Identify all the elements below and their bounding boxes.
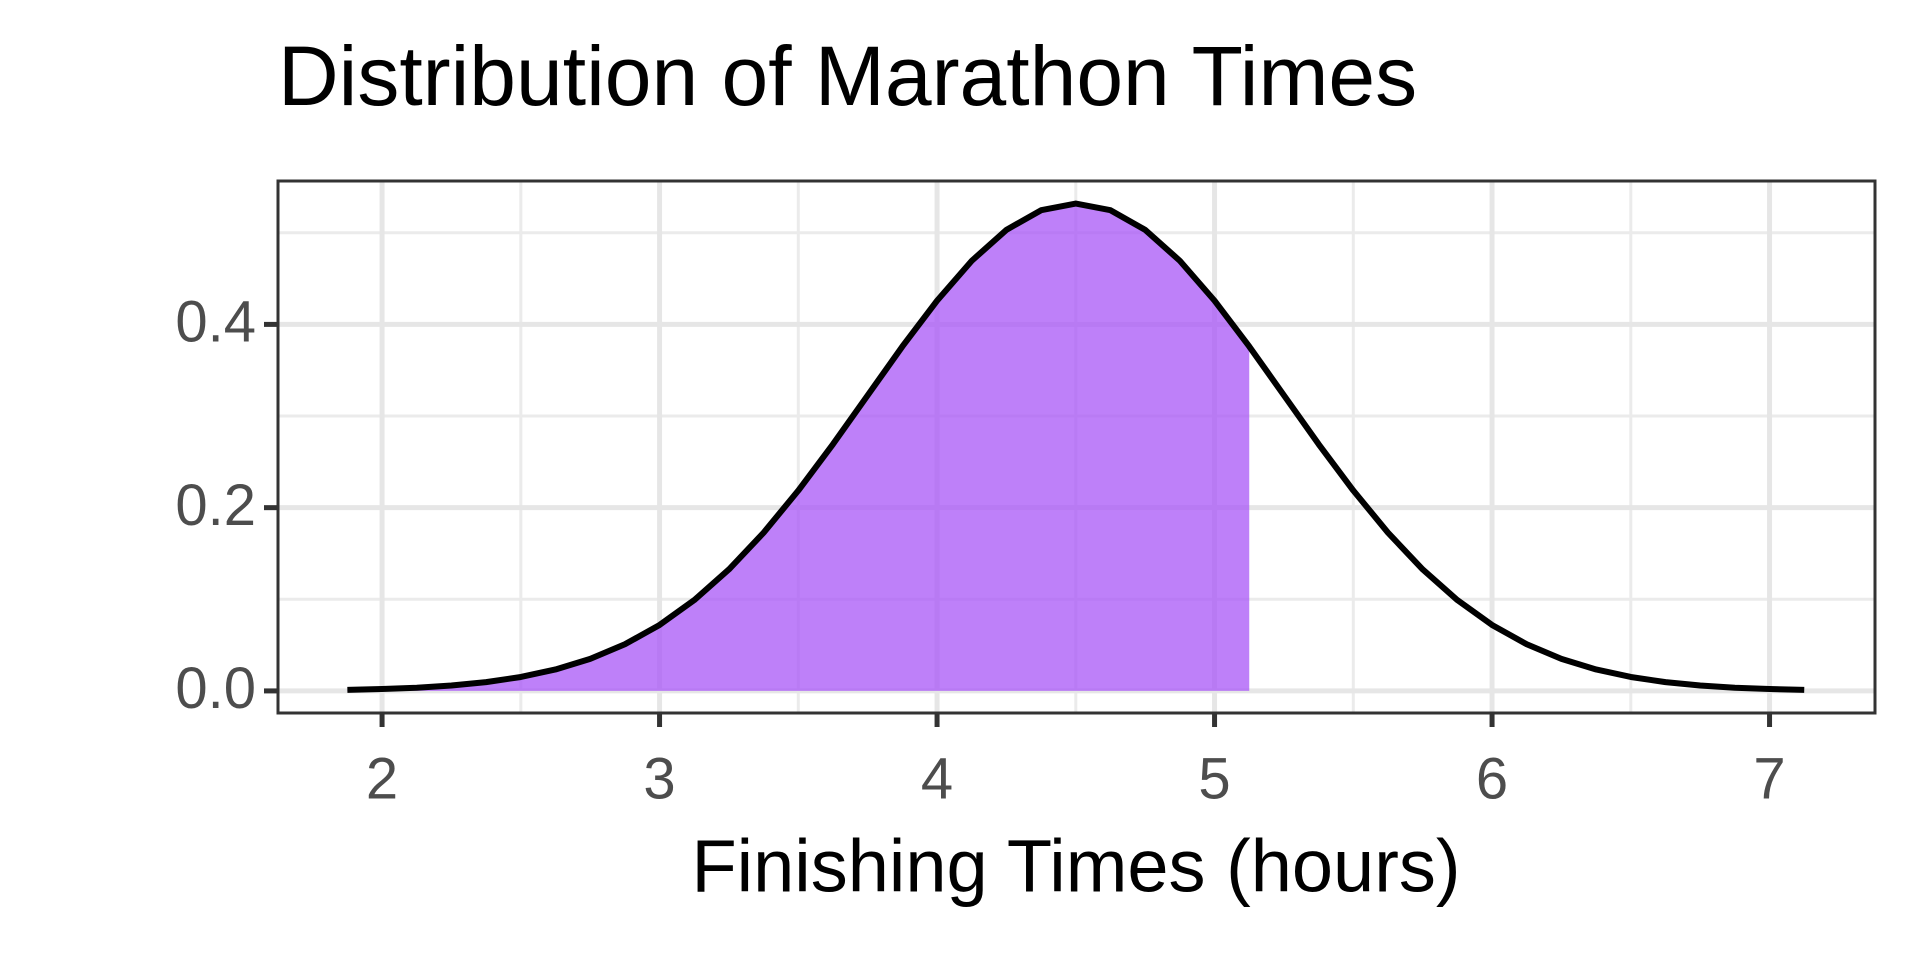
x-tick-label: 5 <box>1198 746 1230 811</box>
y-tick-label: 0.2 <box>175 473 256 538</box>
chart-title: Distribution of Marathon Times <box>278 29 1417 123</box>
x-tick-label: 4 <box>921 746 953 811</box>
x-axis-label: Finishing Times (hours) <box>691 825 1460 908</box>
shaded-area <box>347 203 1250 691</box>
x-tick-label: 2 <box>366 746 398 811</box>
y-tick-label: 0.4 <box>175 290 256 355</box>
plot-border <box>276 179 1877 715</box>
x-tick-label: 6 <box>1476 746 1508 811</box>
y-tick-label: 0.0 <box>175 656 256 721</box>
x-tick-label: 7 <box>1753 746 1785 811</box>
density-line <box>347 200 1805 693</box>
x-tick-label: 3 <box>643 746 675 811</box>
